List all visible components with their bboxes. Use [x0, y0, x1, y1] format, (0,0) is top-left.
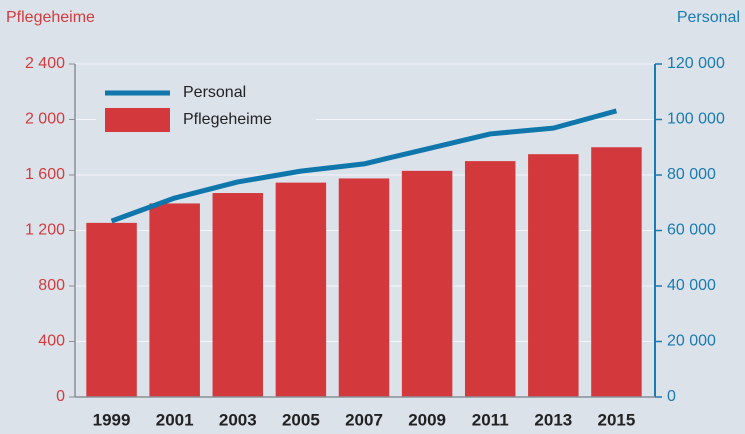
x-tick-label: 2015 [598, 410, 636, 429]
y2-tick-label: 80 000 [667, 166, 716, 183]
bar [401, 170, 453, 397]
y2-tick-label: 0 [667, 388, 676, 405]
bar [464, 161, 516, 397]
x-tick-label: 2009 [408, 410, 446, 429]
y-tick-label: 2 000 [25, 111, 65, 128]
bar [212, 193, 264, 397]
y2-tick-label: 40 000 [667, 277, 716, 294]
x-tick-label: 2013 [534, 410, 572, 429]
y-tick-label: 0 [56, 388, 65, 405]
y2-tick-label: 120 000 [667, 55, 725, 72]
y-axis-title: Pflegeheime [6, 9, 95, 26]
x-tick-label: 1999 [93, 410, 131, 429]
bar [591, 147, 642, 397]
y-tick-label: 400 [38, 333, 65, 350]
legend-swatch [105, 108, 170, 132]
legend-label: Personal [183, 84, 246, 101]
x-tick-label: 2007 [345, 410, 383, 429]
x-tick-label: 2001 [156, 410, 194, 429]
y-tick-label: 1 600 [25, 166, 65, 183]
bar [275, 182, 327, 397]
x-tick-label: 2005 [282, 410, 320, 429]
bar [528, 154, 579, 397]
bar [338, 178, 390, 397]
y-tick-label: 800 [38, 277, 65, 294]
x-tick-label: 2003 [219, 410, 257, 429]
bar [86, 222, 137, 397]
y2-tick-label: 100 000 [667, 111, 725, 128]
y-tick-label: 1 200 [25, 222, 65, 239]
y-tick-label: 2 400 [25, 55, 65, 72]
y2-axis-title: Personal [677, 9, 740, 26]
legend-label: Pflegeheime [183, 111, 272, 128]
bar [149, 203, 200, 397]
line [110, 108, 618, 224]
y2-tick-label: 20 000 [667, 333, 716, 350]
x-tick-label: 2011 [472, 410, 509, 429]
y2-tick-label: 60 000 [667, 222, 716, 239]
